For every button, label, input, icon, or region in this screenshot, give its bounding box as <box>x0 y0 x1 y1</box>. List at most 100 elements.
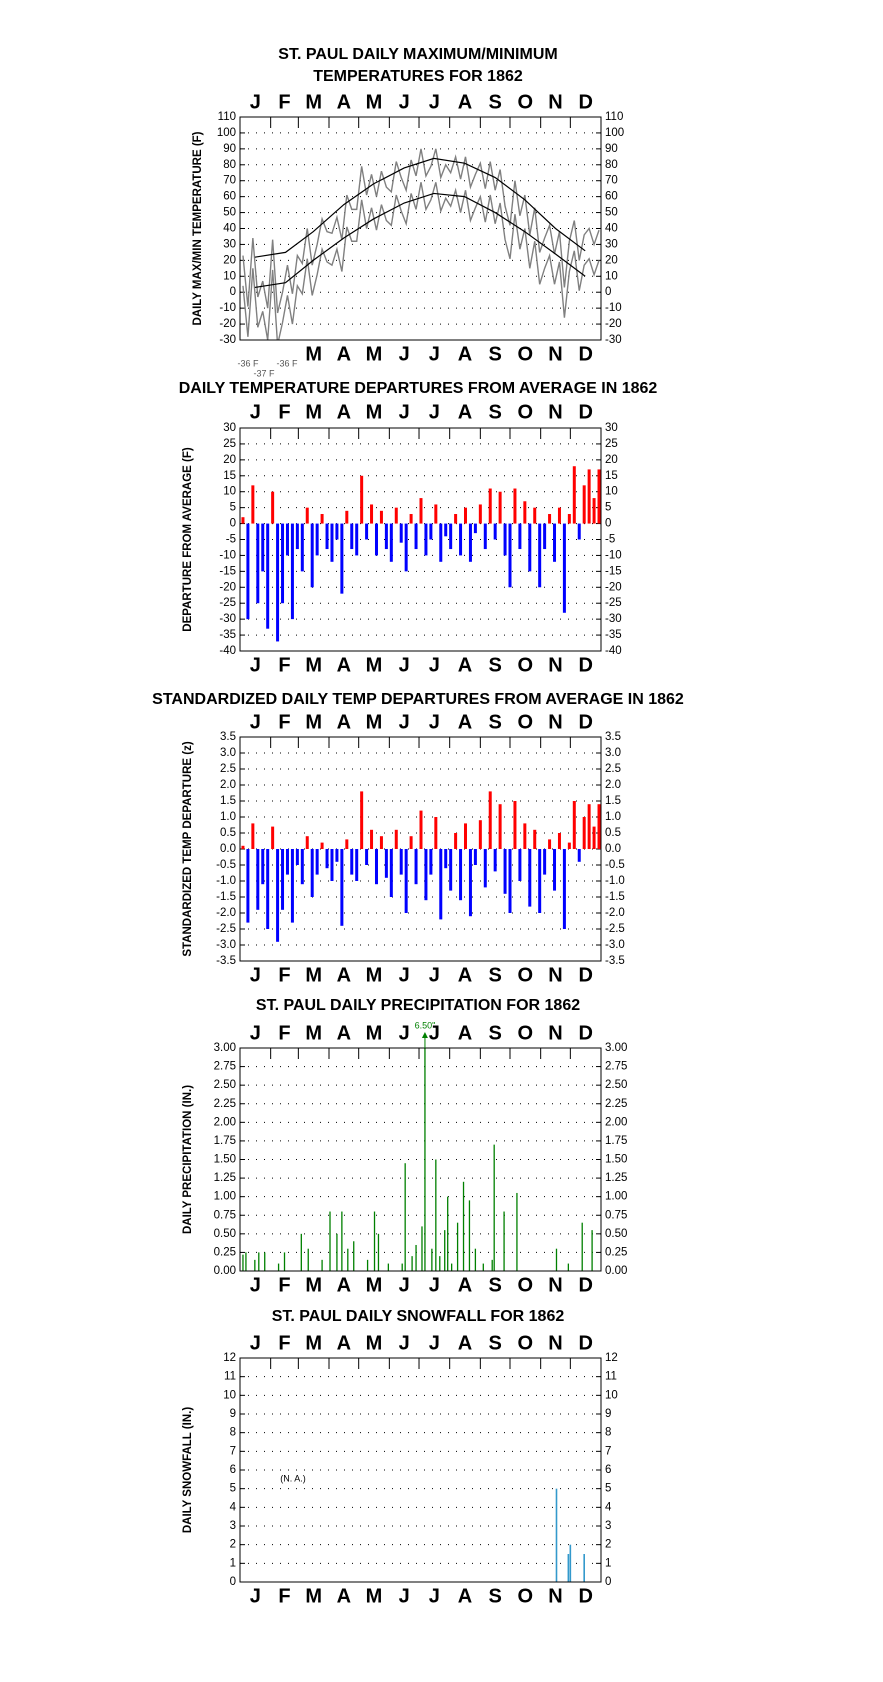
bar <box>404 523 408 572</box>
bar <box>353 1241 355 1271</box>
month-label-top: D <box>578 401 592 423</box>
month-label-bottom: O <box>518 1274 534 1296</box>
annotation: 6.50" <box>415 1020 436 1030</box>
month-label-bottom: J <box>429 1274 440 1296</box>
bar <box>242 1254 244 1271</box>
bar <box>345 839 349 849</box>
month-label-top: J <box>250 401 261 423</box>
y-tick-label: 5 <box>230 502 236 514</box>
y-tick-label-right: -2.0 <box>605 907 625 919</box>
bar <box>384 849 388 878</box>
month-label-bottom: N <box>548 654 562 676</box>
month-label-bottom: M <box>305 1274 322 1296</box>
month-label-bottom: M <box>305 654 322 676</box>
y-tick-label-right: 10 <box>605 486 618 498</box>
bar <box>345 510 349 524</box>
y-tick-label-right: 0 <box>605 1576 611 1588</box>
bar <box>305 836 309 849</box>
bar <box>389 849 393 897</box>
y-tick-label: 0.50 <box>214 1228 236 1240</box>
bar <box>444 849 448 869</box>
month-label-bottom: J <box>399 343 410 365</box>
bar <box>518 849 522 881</box>
y-tick-label: 0 <box>230 518 236 530</box>
bar <box>404 1163 406 1271</box>
y-tick-label: -3.5 <box>216 955 236 967</box>
month-label-top: S <box>489 711 502 733</box>
bar <box>431 1248 433 1271</box>
y-tick-label-right: -5 <box>605 534 615 546</box>
month-label-bottom: A <box>458 964 472 986</box>
bar <box>533 829 537 849</box>
bar <box>548 839 552 849</box>
bar <box>474 1248 477 1271</box>
y-tick-label-right: 70 <box>605 175 618 187</box>
bar <box>329 1211 331 1271</box>
bar <box>493 1144 495 1271</box>
month-label-top: M <box>366 1332 383 1354</box>
bar <box>360 475 364 524</box>
month-label-bottom: J <box>399 1585 410 1607</box>
month-label-top: N <box>548 711 562 733</box>
y-tick-label: 1.75 <box>214 1135 236 1147</box>
month-label-top: N <box>548 1022 562 1044</box>
bar <box>281 523 285 604</box>
y-tick-label-right: -25 <box>605 597 622 609</box>
y-tick-label-right: 1.00 <box>605 1191 627 1203</box>
bar <box>459 523 463 556</box>
bar <box>264 1252 266 1271</box>
plot-area <box>241 791 601 942</box>
y-tick-label-right: 0.5 <box>605 827 621 839</box>
y-tick-label: 110 <box>218 111 236 123</box>
bar <box>300 523 304 572</box>
bar <box>473 849 477 865</box>
annotation: -36 F <box>276 358 298 368</box>
month-label-bottom: A <box>458 1585 472 1607</box>
month-label-bottom: N <box>548 1585 562 1607</box>
bar <box>394 829 398 849</box>
bar <box>271 826 275 849</box>
y-tick-label-right: 6 <box>605 1464 611 1476</box>
month-label-top: J <box>429 1022 440 1044</box>
bar <box>498 804 502 849</box>
y-tick-label-right: -1.5 <box>605 891 625 903</box>
bar <box>597 804 601 849</box>
month-label-top: J <box>429 1332 440 1354</box>
bar <box>503 523 507 556</box>
month-label-bottom: M <box>366 1274 383 1296</box>
bar <box>483 523 487 550</box>
month-label-top: O <box>518 1022 534 1044</box>
bar <box>281 849 285 910</box>
bar <box>439 523 443 562</box>
month-label-bottom: D <box>578 1274 592 1296</box>
plot-area <box>241 466 601 642</box>
month-label-top: S <box>489 401 502 423</box>
bar <box>439 1256 441 1271</box>
month-label-bottom: M <box>305 343 322 365</box>
y-tick-label-right: 0.25 <box>605 1246 627 1258</box>
y-tick-label-right: -20 <box>605 581 622 593</box>
y-tick-label-right: 1 <box>605 1557 611 1569</box>
bar <box>411 1256 413 1271</box>
y-tick-label: -5 <box>226 534 236 546</box>
month-label-bottom: J <box>429 343 440 365</box>
y-tick-label: 90 <box>223 143 236 155</box>
month-label-top: A <box>458 1332 472 1354</box>
bar <box>384 523 388 550</box>
y-tick-label: 0.5 <box>220 827 236 839</box>
bar <box>424 849 428 901</box>
y-tick-label: 20 <box>223 254 236 266</box>
y-tick-label: 4 <box>230 1501 237 1513</box>
plot-frame <box>239 736 602 962</box>
annotation: -37 F <box>253 368 275 378</box>
month-label-top: J <box>429 401 440 423</box>
y-tick-label: 3.0 <box>220 747 236 759</box>
bar <box>300 1233 302 1271</box>
plot-area <box>555 1488 585 1582</box>
month-label-bottom: A <box>337 654 351 676</box>
y-tick-label-right: 9 <box>605 1408 611 1420</box>
y-tick-label: -30 <box>219 334 236 346</box>
y-tick-label-right: -0.5 <box>605 859 625 871</box>
y-tick-label-right: 20 <box>605 454 618 466</box>
bar <box>340 523 344 594</box>
